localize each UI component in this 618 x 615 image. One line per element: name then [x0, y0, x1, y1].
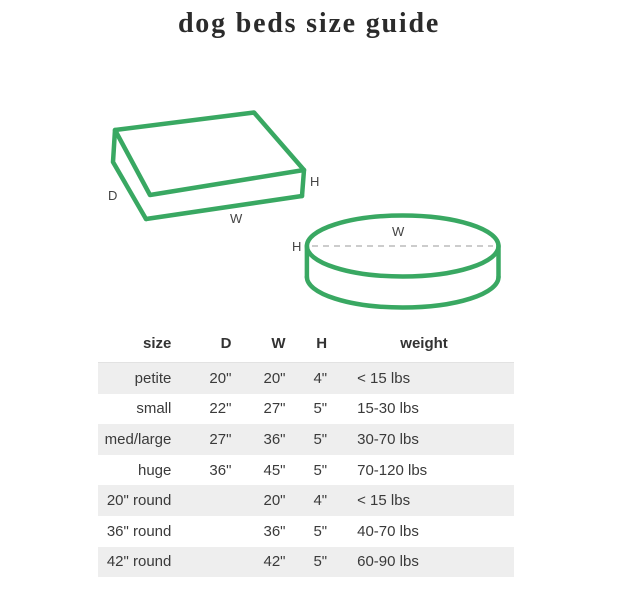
svg-text:W: W	[392, 224, 405, 239]
svg-text:H: H	[292, 239, 301, 254]
svg-text:H: H	[310, 174, 319, 189]
svg-text:W: W	[230, 211, 243, 226]
svg-text:D: D	[108, 188, 117, 203]
